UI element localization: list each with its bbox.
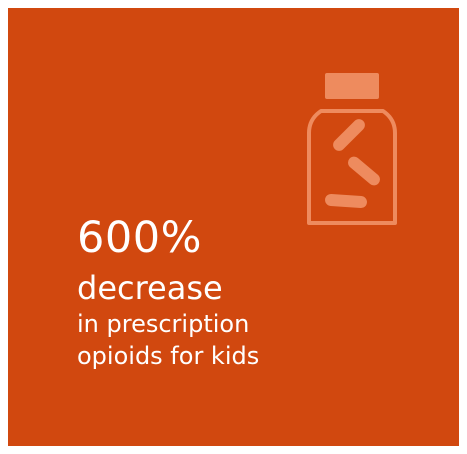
bottle-body (307, 109, 397, 225)
stat-description-line-2: opioids for kids (77, 342, 260, 370)
stat-value: 600% (77, 213, 202, 263)
stat-block: 600% decrease in prescription opioids fo… (77, 213, 259, 371)
bottle-cap (325, 73, 379, 99)
pill-bottle-icon (307, 73, 397, 225)
pill-2 (348, 156, 380, 186)
stat-card: 600% decrease in prescription opioids fo… (8, 8, 459, 446)
pill-1 (333, 119, 365, 151)
stat-description-line-1: in prescription (77, 310, 250, 338)
stat-headline: decrease (77, 269, 223, 307)
pill-3 (325, 193, 367, 209)
